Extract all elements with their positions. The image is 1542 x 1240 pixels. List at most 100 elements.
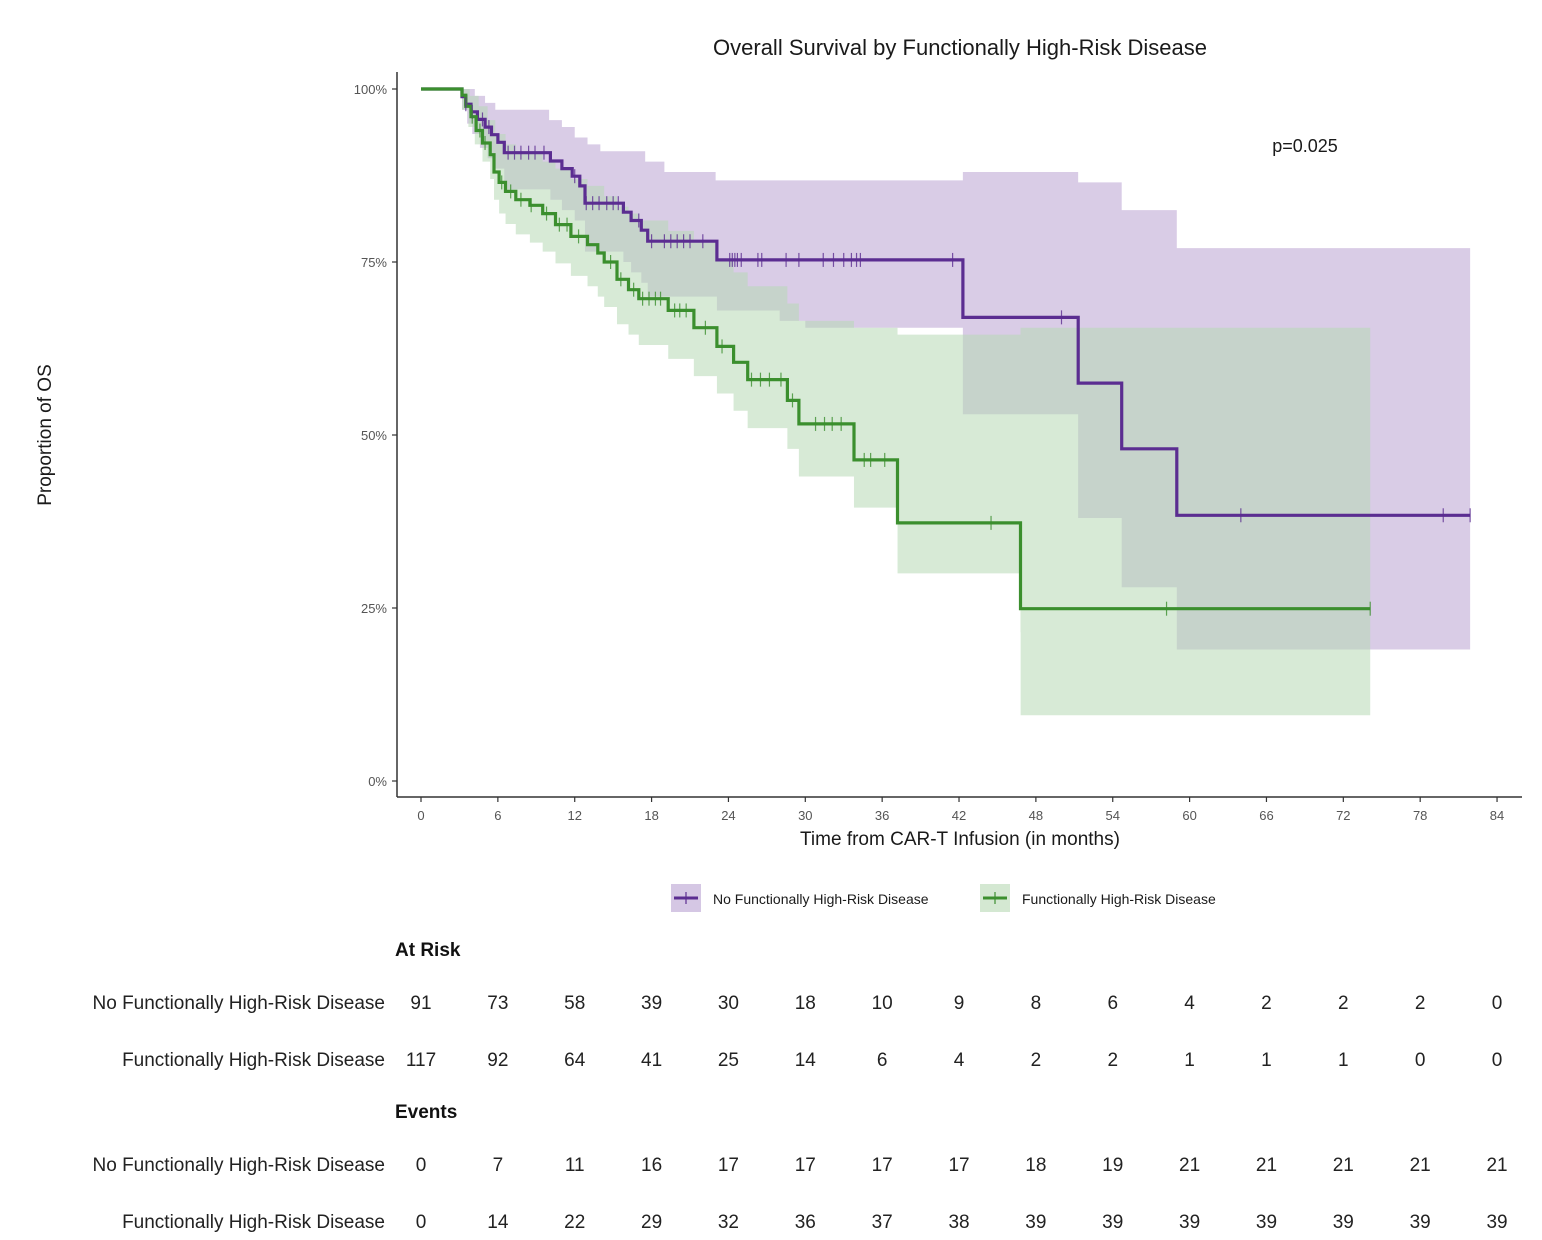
at-risk-cell: 25 [718,1050,739,1071]
censor-marks [465,97,1471,616]
events-row-label: Functionally High-Risk Disease [122,1212,385,1233]
events-cell: 32 [718,1212,739,1233]
at-risk-cell: 10 [872,993,893,1014]
x-tick-label: 18 [644,808,658,823]
x-tick-label: 60 [1182,808,1196,823]
at-risk-rows: No Functionally High-Risk Disease 91 73 58 3… [93,993,1503,1071]
x-tick-label: 84 [1490,808,1504,823]
events-cell: 14 [487,1212,509,1233]
x-tick-label: 0 [417,808,424,823]
events-cell: 17 [718,1155,739,1176]
confidence-bands [421,89,1471,716]
at-risk-cell: 2 [1107,1050,1118,1071]
at-risk-cell: 18 [795,993,816,1014]
at-risk-cell: 1 [1261,1050,1272,1071]
events-cell: 39 [1256,1212,1277,1233]
at-risk-cell: 64 [564,1050,586,1071]
events-row-label: No Functionally High-Risk Disease [93,1155,386,1176]
at-risk-cell: 0 [1415,1050,1426,1071]
x-ticks: 0 6 12 18 24 30 36 42 48 54 60 66 72 78 84 [417,797,1504,823]
x-tick-label: 6 [494,808,501,823]
at-risk-row-label: No Functionally High-Risk Disease [93,993,386,1014]
events-cell: 7 [493,1155,504,1176]
at-risk-cell: 30 [718,993,739,1014]
legend-item-no-fhr[interactable]: No Functionally High-Risk Disease [671,884,929,912]
x-tick-label: 72 [1336,808,1350,823]
axes: 0% 25% 50% 75% 100% 0 6 12 18 24 30 36 42 48 54 60 66 72… [354,72,1522,823]
y-tick-label: 0% [368,774,387,789]
at-risk-cell: 92 [487,1050,508,1071]
at-risk-cell: 91 [410,993,431,1014]
events-cell: 39 [1102,1212,1123,1233]
events-title: Events [395,1102,457,1123]
events-row: Functionally High-Risk Disease 0 14 22 29 32 3… [122,1212,1508,1233]
events-cell: 39 [1333,1212,1354,1233]
at-risk-cell: 0 [1492,993,1503,1014]
at-risk-cell: 6 [877,1050,888,1071]
events-cell: 19 [1102,1155,1123,1176]
events-cell: 0 [416,1212,427,1233]
at-risk-cell: 39 [641,993,662,1014]
legend-label-no-fhr: No Functionally High-Risk Disease [713,891,929,907]
at-risk-cell: 58 [564,993,585,1014]
events-cell: 18 [1025,1155,1046,1176]
at-risk-row: No Functionally High-Risk Disease 91 73 58 3… [93,993,1503,1014]
at-risk-cell: 4 [954,1050,965,1071]
y-ticks: 0% 25% 50% 75% 100% [354,82,397,789]
events-cell: 21 [1410,1155,1431,1176]
x-tick-label: 42 [952,808,966,823]
events-cell: 17 [872,1155,893,1176]
at-risk-cell: 9 [954,993,965,1014]
events-rows: No Functionally High-Risk Disease 0 7 11 16 1… [93,1155,1508,1233]
at-risk-cell: 14 [795,1050,817,1071]
at-risk-cell: 117 [406,1050,436,1071]
events-cell: 37 [872,1212,893,1233]
at-risk-cell: 2 [1031,1050,1042,1071]
at-risk-row: Functionally High-Risk Disease 117 92 64 41 2… [122,1050,1502,1071]
events-cell: 22 [564,1212,585,1233]
x-tick-label: 30 [798,808,812,823]
events-cell: 39 [1025,1212,1046,1233]
at-risk-cell: 8 [1031,993,1042,1014]
x-tick-label: 24 [721,808,735,823]
legend: No Functionally High-Risk Disease Functi… [671,884,1216,912]
at-risk-title: At Risk [395,940,461,961]
legend-item-fhr[interactable]: Functionally High-Risk Disease [980,884,1216,912]
events-cell: 39 [1486,1212,1507,1233]
events-cell: 21 [1333,1155,1354,1176]
x-tick-label: 66 [1259,808,1273,823]
events-row: No Functionally High-Risk Disease 0 7 11 16 1… [93,1155,1508,1176]
at-risk-cell: 2 [1338,993,1349,1014]
x-tick-label: 54 [1106,808,1120,823]
x-tick-label: 12 [567,808,581,823]
y-tick-label: 100% [354,82,388,97]
at-risk-cell: 1 [1184,1050,1195,1071]
events-cell: 39 [1410,1212,1431,1233]
events-cell: 29 [641,1212,662,1233]
y-tick-label: 25% [361,601,387,616]
events-cell: 21 [1179,1155,1200,1176]
risk-table: At Risk No Functionally High-Risk Diseas… [93,940,1508,1233]
events-cell: 36 [795,1212,816,1233]
at-risk-cell: 2 [1415,993,1426,1014]
chart-title: Overall Survival by Functionally High-Ri… [713,35,1207,60]
at-risk-cell: 4 [1184,993,1195,1014]
at-risk-cell: 41 [641,1050,662,1071]
x-axis-label: Time from CAR-T Infusion (in months) [800,829,1120,850]
plot-area [421,87,1471,716]
at-risk-cell: 6 [1107,993,1118,1014]
events-cell: 17 [948,1155,969,1176]
at-risk-row-label: Functionally High-Risk Disease [122,1050,385,1071]
events-cell: 11 [565,1155,585,1176]
at-risk-cell: 1 [1338,1050,1349,1071]
ci-band-fhr [421,89,1371,716]
at-risk-cell: 2 [1261,993,1272,1014]
at-risk-cell: 73 [487,993,508,1014]
events-cell: 17 [795,1155,816,1176]
events-cell: 0 [416,1155,427,1176]
events-cell: 39 [1179,1212,1200,1233]
y-tick-label: 75% [361,255,387,270]
events-cell: 21 [1256,1155,1277,1176]
p-value-annotation: p=0.025 [1272,136,1338,156]
events-cell: 21 [1486,1155,1507,1176]
